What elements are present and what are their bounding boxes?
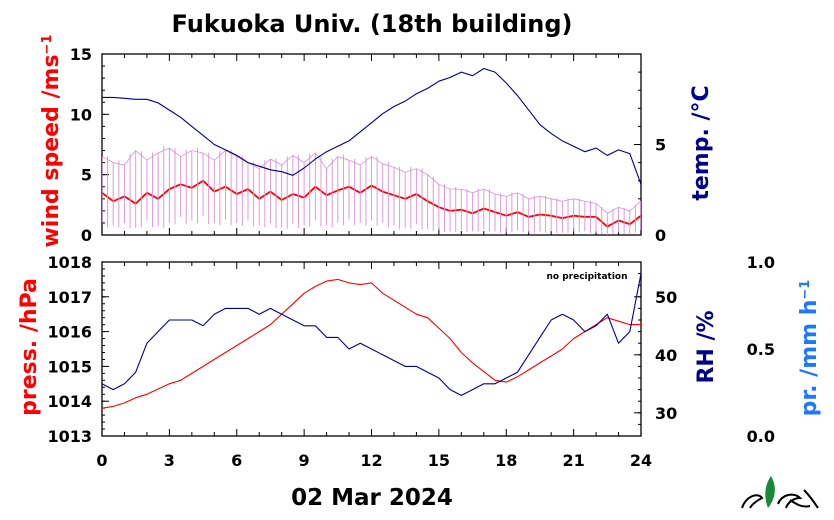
left-y-tick-label: 10 xyxy=(70,105,92,124)
precip-axis-label-sup: −1 xyxy=(798,280,813,300)
left-y-tick-label: 15 xyxy=(70,45,92,64)
left-y-tick-label: 0 xyxy=(81,226,92,245)
x-tick-label: 18 xyxy=(495,451,517,470)
series-group xyxy=(102,67,641,235)
top-left-axis-label-text: wind speed /ms xyxy=(39,54,64,247)
precip-tick-label: 1.0 xyxy=(747,253,775,272)
logo-leaf-icon xyxy=(765,476,775,508)
right-y-tick-label: 40 xyxy=(655,346,677,365)
left-y-tick-label: 1016 xyxy=(47,323,92,342)
left-y-tick-label: 1017 xyxy=(47,288,92,307)
precip-axis-label: pr. /mm h−1 xyxy=(797,280,822,417)
bottom-right-axis-label: RH /% xyxy=(694,310,719,383)
logo-swirl-left xyxy=(741,494,764,509)
left-y-tick-label: 1013 xyxy=(47,427,92,446)
right-y-tick-label: 50 xyxy=(655,288,677,307)
top-panel: 0 5 10 15 0 5 xyxy=(70,45,666,245)
bottom-left-axis-label: press. /hPa xyxy=(17,278,42,416)
x-tick-label: 12 xyxy=(360,451,382,470)
precip-axis-label-text: pr. /mm h xyxy=(797,300,822,417)
lab-logo xyxy=(741,476,819,509)
x-tick-label: 6 xyxy=(231,451,242,470)
series-band-edge-1 xyxy=(102,147,641,214)
top-right-axis-label: temp. /°C xyxy=(689,85,714,200)
right-y-tick-label: 30 xyxy=(655,404,677,423)
x-tick-label: 3 xyxy=(164,451,175,470)
left-y-tick-label: 1018 xyxy=(47,253,92,272)
series-line-1 xyxy=(102,273,641,396)
right-y-tick-label: 0 xyxy=(655,226,666,245)
chart-title: Fukuoka Univ. (18th building) xyxy=(172,10,573,38)
series-line-2 xyxy=(102,67,641,185)
x-tick-label: 9 xyxy=(299,451,310,470)
left-y-tick-label: 1014 xyxy=(47,392,92,411)
series-line-0 xyxy=(102,278,641,409)
top-left-axis-label-sup: −1 xyxy=(40,34,55,54)
right-y-tick-label: 5 xyxy=(655,136,666,155)
precip-tick-label: 0.5 xyxy=(747,340,775,359)
precipitation-note: no precipitation xyxy=(546,272,627,282)
date-label: 02 Mar 2024 xyxy=(291,485,453,511)
x-tick-label: 24 xyxy=(630,451,652,470)
bottom-panel: 1013 1014 1015 1016 1017 1018 30 40 50 xyxy=(47,253,677,446)
left-y-tick-label: 5 xyxy=(81,166,92,185)
logo-curl xyxy=(803,489,819,509)
precip-axis-ticks: 0.0 0.5 1.0 xyxy=(747,253,775,446)
top-left-axis-label: wind speed /ms−1 xyxy=(39,34,64,247)
logo-swirl-right xyxy=(777,493,811,509)
x-tick-label: 15 xyxy=(428,451,450,470)
series-group xyxy=(102,273,641,409)
x-tick-label: 21 xyxy=(562,451,584,470)
precip-tick-label: 0.0 xyxy=(747,427,775,446)
x-tick-labels: 0 3 6 9 12 15 18 21 24 xyxy=(96,451,652,470)
x-tick-label: 0 xyxy=(96,451,107,470)
left-y-tick-label: 1015 xyxy=(47,357,92,376)
series-band-1 xyxy=(102,146,641,235)
